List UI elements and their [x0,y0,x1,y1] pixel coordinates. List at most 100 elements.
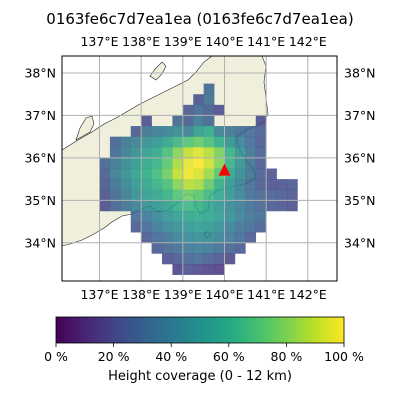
heatmap-cell [182,189,194,201]
lat-labels-right: 38°N 37°N 36°N 35°N 34°N [344,65,376,250]
lon-label-bottom: 138°E [122,287,160,302]
map-title: 0163fe6c7d7ea1ea (0163fe6c7d7ea1ea) [46,10,354,28]
heatmap-cell [182,147,194,159]
heatmap-cell [109,179,121,191]
colorbar-tick-label: 0 % [44,349,68,364]
heatmap-cell [120,200,132,212]
heatmap-cell [141,147,152,159]
heatmap-cell [151,179,163,191]
lon-labels-top: 137°E 138°E 139°E 140°E 141°E 142°E [80,34,326,49]
heatmap-cell [214,104,225,116]
heatmap-cell [287,189,298,201]
heatmap-cell [245,210,257,222]
heatmap-cell [193,179,204,191]
heatmap-cell [130,157,142,169]
marker-triangle-shape [218,163,231,176]
heatmap-cell [234,232,246,244]
heatmap-cell [203,157,215,169]
lat-label-left: 36°N [24,150,56,165]
heatmap-cell [234,179,246,191]
colorbar-ticks: 0 % 20 % 40 % 60 % 80 % 100 % [44,343,364,364]
heatmap-cell [193,136,204,148]
colorbar-tick-label: 60 % [213,349,245,364]
heatmap-cell [193,147,204,159]
lon-label-top: 141°E [247,34,285,49]
heatmap-cell [182,168,194,180]
heatmap-cell [203,147,215,159]
heatmap-cell [141,189,152,201]
colorbar [55,316,345,344]
heatmap-cell [214,179,225,191]
heatmap-cell [224,210,236,222]
heatmap-cell [172,264,184,275]
colorbar-tick-label: 20 % [98,349,130,364]
heatmap-cell [234,189,246,201]
heatmap-cell [203,253,215,265]
heatmap-cell [224,157,236,169]
heatmap-cell [203,210,215,222]
heatmap-cell [255,179,267,191]
heatmap-cell [203,136,215,148]
heatmap-cell [193,232,204,244]
heatmap-cell [224,242,236,254]
colorbar-tick-label: 40 % [155,349,187,364]
lon-label-bottom: 137°E [80,287,118,302]
heatmap-cell [162,232,173,244]
lon-label-bottom: 140°E [205,287,243,302]
heatmap-cell [162,168,173,180]
heatmap-cell [203,189,215,201]
heatmap-cell [151,147,163,159]
heatmap-cell [245,126,257,137]
heatmap-cell [172,242,184,254]
heatmap-cell [182,242,194,254]
lat-label-left: 38°N [24,65,56,80]
heatmap-cell [255,221,267,233]
heatmap-cell [172,200,184,212]
heatmap-cell [182,264,194,275]
heatmap-cell [245,168,257,180]
heatmap-cell [234,126,246,137]
heatmap-cell [203,242,215,254]
heatmap-cell [203,126,215,137]
heatmap-cell [224,200,236,212]
lat-label-left: 35°N [24,193,56,208]
heatmap-cell [224,221,236,233]
heatmap-cell [224,253,236,265]
heatmap-cell [182,253,194,265]
heatmap-cell [234,147,246,159]
heatmap-cell [203,200,215,212]
lat-label-right: 34°N [344,235,376,250]
heatmap-cell [120,189,132,201]
lon-label-bottom: 142°E [289,287,327,302]
heatmap-cell [99,168,111,180]
land-sado-island [149,61,167,81]
heatmap-cell [193,253,204,265]
heatmap-cell [130,147,142,159]
heatmap-cell [130,200,142,212]
heatmap-cell [151,242,163,254]
heatmap-cell [130,168,142,180]
heatmap-cell [214,210,225,222]
heatmap-cell [141,126,152,137]
heatmap-cell [276,179,288,191]
heatmap-cell [109,136,121,148]
heatmap-cell [172,136,184,148]
heatmap-cell [224,126,236,137]
heatmap-cell [203,179,215,191]
heatmap-cell [151,200,163,212]
heatmap-cell [109,200,121,212]
heatmap-cell [203,94,215,106]
heatmap-cell [162,179,173,191]
heatmap-cell [245,232,257,244]
heatmap-cell [245,221,257,233]
heatmap-cell [193,189,204,201]
lon-label-top: 138°E [122,34,160,49]
heatmap-cell [193,200,204,212]
land-noto-peninsula [75,115,95,141]
heatmap-cell [182,200,194,212]
heatmap-cell [162,189,173,201]
heatmap-cell [255,136,267,148]
heatmap-cell [255,115,267,127]
heatmap-cell [193,94,204,106]
